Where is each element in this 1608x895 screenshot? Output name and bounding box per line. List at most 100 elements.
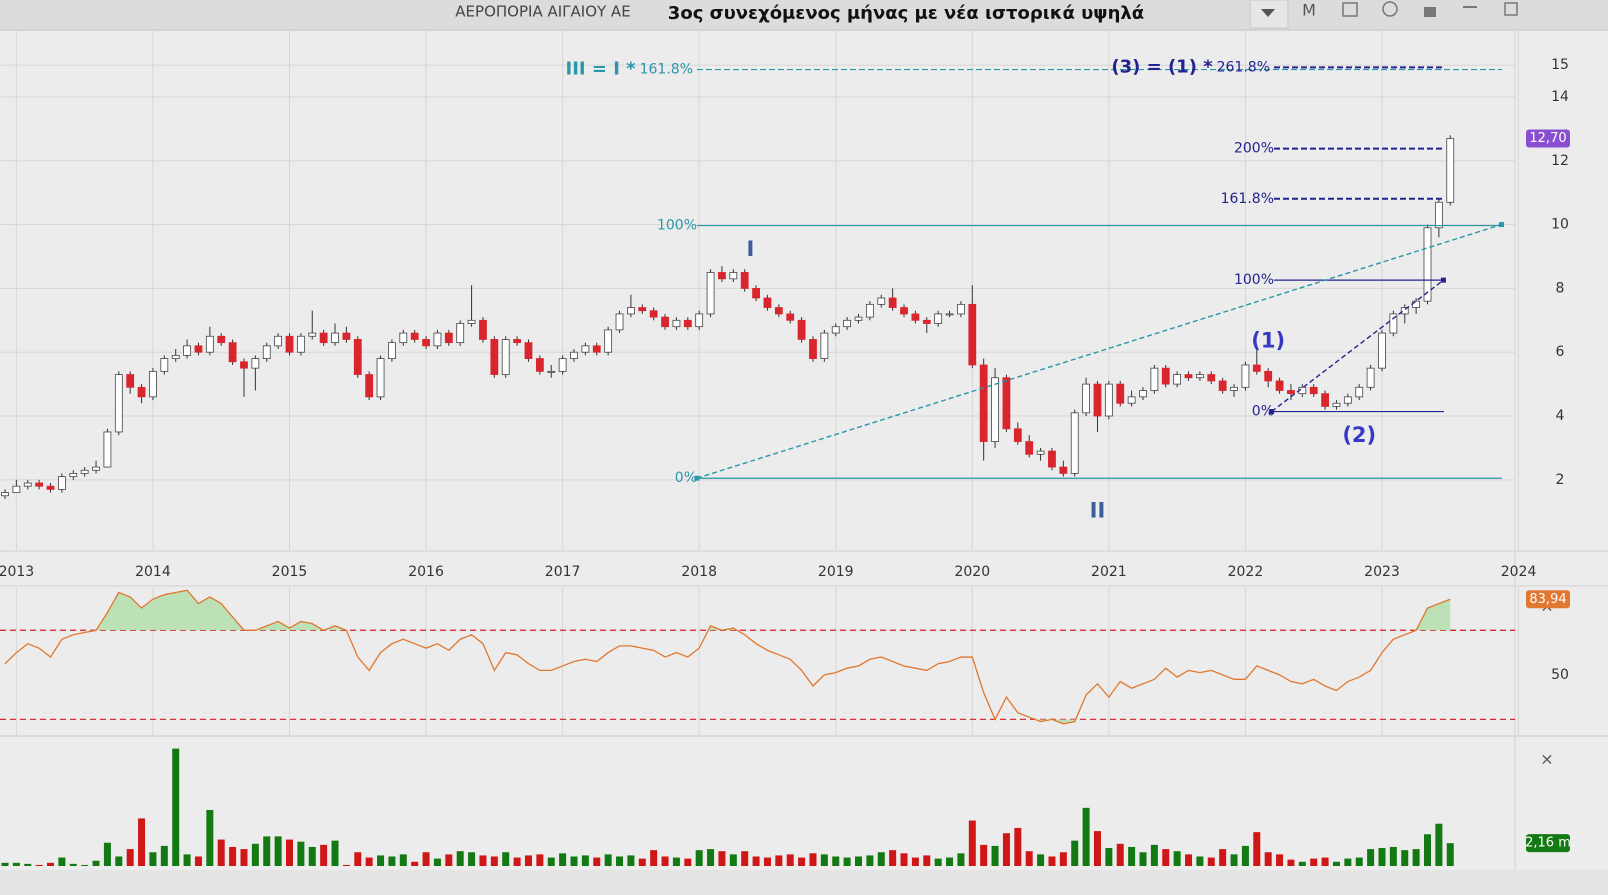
candle-body (35, 482, 44, 487)
volume-bar (1025, 851, 1033, 866)
wave-label: II (1090, 499, 1106, 523)
fib-percent: 261.8% (1217, 59, 1270, 75)
candle-body (991, 377, 999, 442)
volume-bar (752, 856, 760, 866)
candle-body (433, 332, 442, 347)
candle-body (1093, 383, 1102, 417)
icon[interactable] (1424, 7, 1436, 17)
candle-body (399, 332, 408, 344)
volume-bar (1332, 861, 1340, 866)
volume-bar (1230, 854, 1238, 866)
volume-bar (331, 840, 339, 866)
candle-body (1423, 227, 1432, 302)
candle-body (1332, 402, 1341, 407)
candle-body (1139, 390, 1147, 398)
candle-body (331, 332, 339, 344)
candle-body (114, 374, 123, 433)
volume-bar (1002, 833, 1010, 866)
candle-body (957, 303, 965, 315)
candle-body (12, 485, 21, 493)
y-tick-label: 10 (1551, 217, 1569, 233)
y-tick-label: 4 (1556, 408, 1565, 424)
volume-bar (695, 850, 703, 866)
volume-bar (194, 856, 202, 866)
volume-bar (411, 861, 419, 866)
y-tick-label: 2 (1556, 472, 1565, 488)
icon[interactable] (1382, 1, 1398, 17)
last-value-badge (1526, 129, 1570, 148)
volume-bar (1037, 854, 1045, 866)
volume-bar (12, 862, 20, 866)
candle-body (695, 313, 704, 328)
volume-bar (308, 846, 316, 866)
candle-body (513, 339, 521, 344)
interval-button[interactable]: M (1302, 1, 1316, 20)
footer (0, 870, 1608, 895)
candle-body (80, 469, 89, 474)
volume-bar (616, 856, 624, 866)
volume-bar (1150, 844, 1158, 866)
candle-body (820, 332, 829, 359)
icon[interactable] (1504, 2, 1518, 16)
x-tick-label: 2015 (272, 564, 308, 580)
y-tick-label: 15 (1551, 57, 1569, 73)
candle-body (649, 310, 658, 318)
candle-body (353, 339, 362, 375)
candle-body (774, 307, 783, 315)
volume-bar (1355, 857, 1363, 866)
volume-bar (1446, 843, 1454, 866)
fib-percent: 0% (1252, 404, 1274, 420)
x-tick-label: 2022 (1228, 564, 1264, 580)
candle-body (410, 332, 419, 340)
icon[interactable] (1342, 2, 1358, 17)
close-icon[interactable]: × (1540, 750, 1553, 769)
volume-bar (115, 856, 123, 866)
volume-bar (24, 863, 32, 866)
volume-bar (1367, 849, 1375, 866)
last-value-label: 12,70 (1529, 131, 1566, 146)
candle-body (1116, 383, 1125, 404)
candle-body (592, 345, 601, 353)
candle-body (922, 319, 931, 324)
volume-bar (1093, 831, 1101, 866)
volume-bar (468, 852, 476, 866)
volume-bar (1435, 823, 1443, 866)
chart-title: 3ος συνεχόμενος μήνας με νέα ιστορικά υψ… (668, 3, 1144, 24)
wave-label: (1) (1251, 328, 1285, 352)
candle-body (1025, 441, 1034, 455)
volume-bar (707, 849, 715, 866)
candle-body (888, 297, 897, 308)
candle-body (228, 342, 237, 363)
last-value-label: 83,94 (1529, 592, 1566, 607)
volume-bar (991, 845, 999, 866)
volume-bar (388, 856, 396, 866)
volume-bar (786, 854, 794, 866)
volume-bar (149, 852, 157, 866)
candle-body (547, 370, 556, 373)
candle-body (92, 466, 100, 471)
candle-body (274, 335, 283, 347)
candle-body (308, 332, 317, 337)
candle-body (570, 351, 578, 359)
volume-bar (502, 852, 510, 866)
volume-bar (1412, 849, 1420, 866)
volume-bar (206, 809, 214, 866)
candle-body (444, 332, 453, 344)
volume-bar (1059, 852, 1067, 866)
fib-label: III = I * 161.8% (566, 59, 693, 80)
candle-body (205, 335, 214, 353)
last-value-badge (1526, 834, 1570, 853)
volume-bar (35, 864, 43, 866)
y-tick-label: 8 (1556, 280, 1565, 296)
candle-body (262, 345, 271, 359)
fib-label: 0% (1252, 404, 1274, 420)
volume-bar (900, 853, 908, 866)
volume-bar (729, 854, 737, 866)
volume-bar (1207, 857, 1215, 866)
volume-bar (1298, 861, 1306, 866)
candle-body (1355, 386, 1364, 398)
candle-body (900, 307, 908, 315)
volume-bar (365, 857, 373, 866)
